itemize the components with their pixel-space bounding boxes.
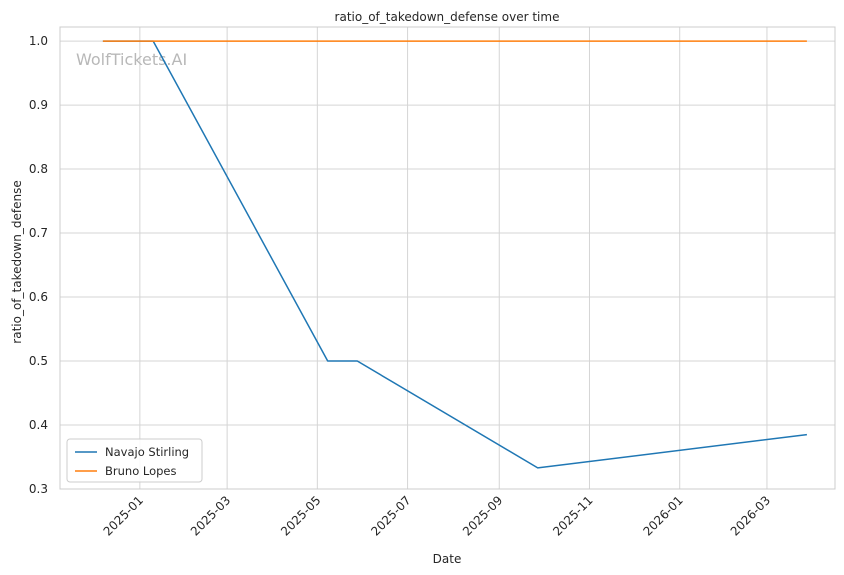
chart-title: ratio_of_takedown_defense over time [335,10,560,24]
plot-border [59,26,836,490]
y-tick-label: 0.7 [29,226,48,240]
legend: Navajo Stirling Bruno Lopes [66,438,203,483]
y-tick-label: 1.0 [29,34,48,48]
y-tick-label: 0.4 [29,418,48,432]
y-axis-title: ratio_of_takedown_defense [10,180,24,343]
x-gridlines [139,27,768,489]
y-axis-ticks: 0.3 0.4 0.5 0.6 0.7 0.8 0.9 1.0 [29,34,48,496]
y-tick-label: 0.5 [29,354,48,368]
y-tick-label: 0.3 [29,482,48,496]
legend-label: Bruno Lopes [105,464,177,478]
y-tick-label: 0.8 [29,162,48,176]
plot-area: WolfTickets.AI [59,26,836,490]
y-tick-label: 0.6 [29,290,48,304]
watermark: WolfTickets.AI [76,50,187,69]
legend-box [66,438,203,483]
x-axis-title: Date [433,552,462,566]
y-tick-label: 0.9 [29,98,48,112]
plot-background [60,27,835,489]
legend-label: Navajo Stirling [105,445,189,459]
series-lines [102,40,807,469]
